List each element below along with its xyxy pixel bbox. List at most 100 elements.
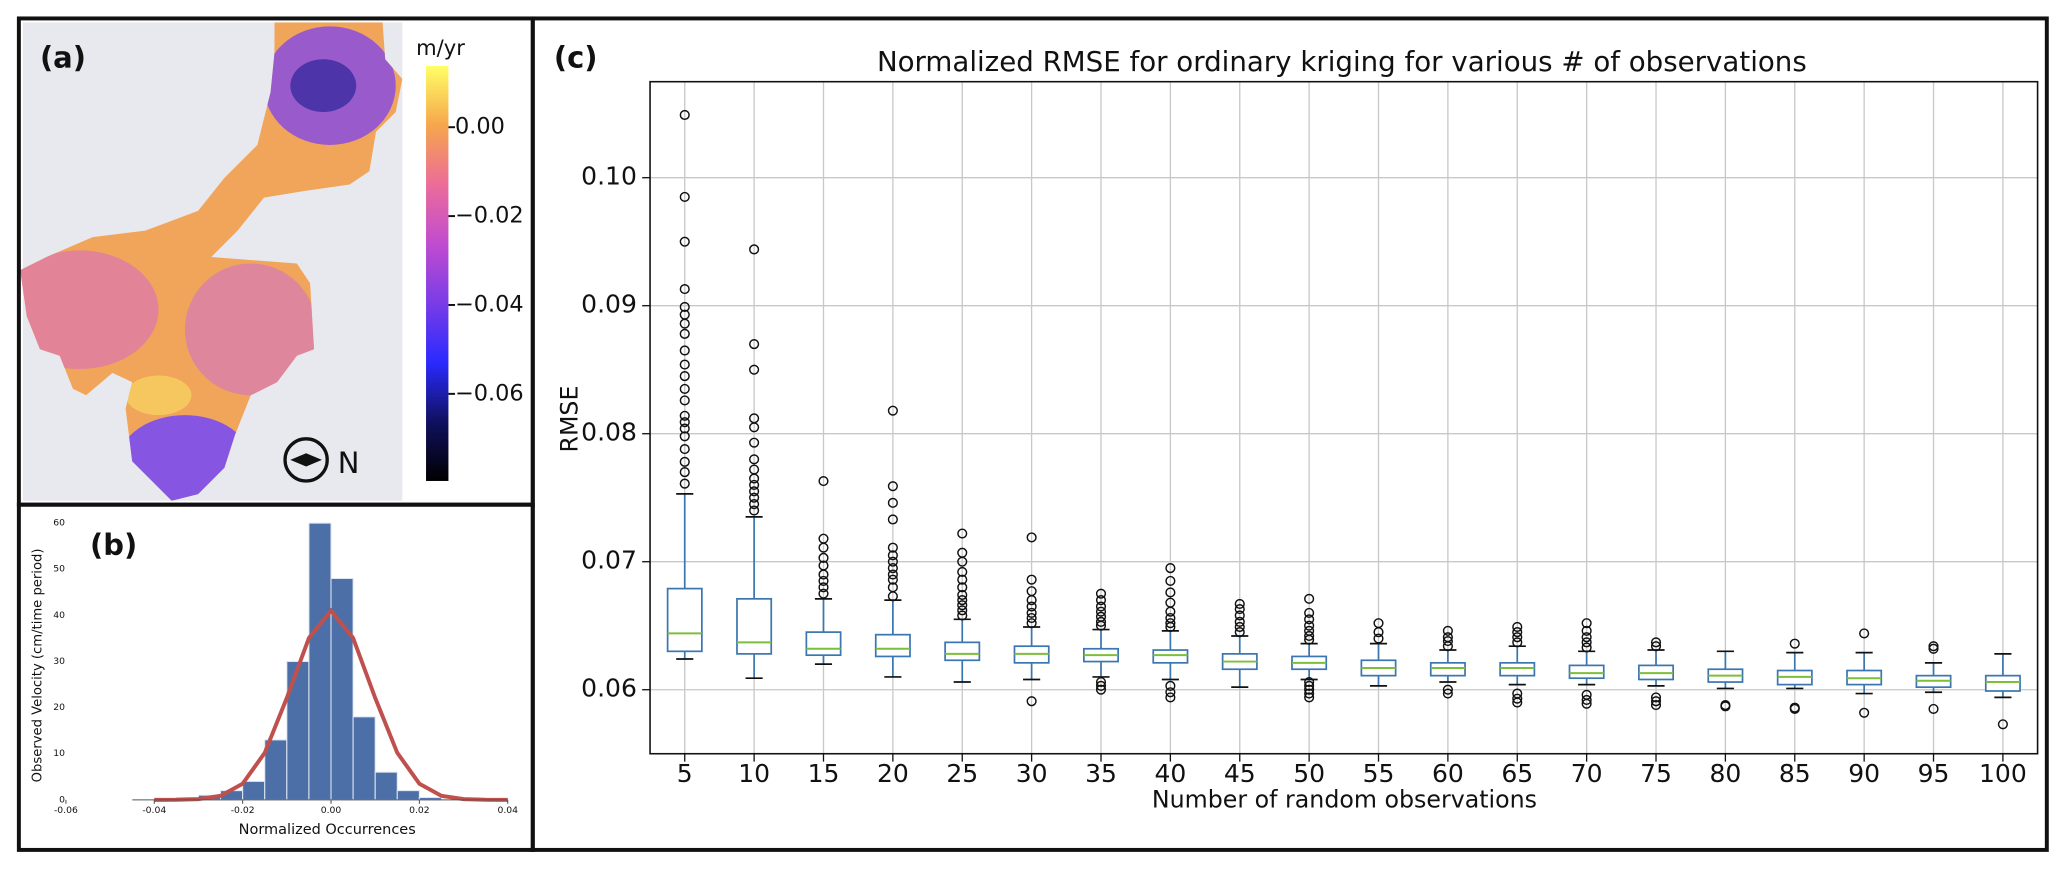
map-patch bbox=[184, 263, 317, 396]
outlier bbox=[1234, 610, 1245, 621]
outlier bbox=[887, 574, 898, 585]
x-tick-label: 0.00 bbox=[321, 805, 342, 816]
panel-label: (c) bbox=[554, 40, 598, 74]
outlier bbox=[749, 479, 760, 490]
outlier bbox=[749, 486, 760, 497]
x-tick-label: 10 bbox=[738, 759, 770, 788]
x-tick-label: 60 bbox=[1432, 759, 1464, 788]
outlier bbox=[749, 454, 760, 465]
outlier bbox=[887, 497, 898, 508]
outlier bbox=[1165, 597, 1176, 608]
x-tick-label: -0.04 bbox=[142, 805, 166, 816]
outlier bbox=[679, 359, 690, 370]
outlier bbox=[1026, 574, 1037, 585]
outlier bbox=[818, 575, 829, 586]
outlier bbox=[1512, 627, 1523, 638]
outlier bbox=[1442, 684, 1453, 695]
x-tick-label: 0.04 bbox=[497, 805, 518, 816]
outlier bbox=[679, 410, 690, 421]
outlier bbox=[1442, 625, 1453, 636]
x-tick-label: 20 bbox=[877, 759, 909, 788]
x-tick-label: 90 bbox=[1848, 759, 1880, 788]
outlier bbox=[1026, 601, 1037, 612]
x-tick-label: 40 bbox=[1154, 759, 1186, 788]
outlier bbox=[1304, 692, 1315, 703]
outlier bbox=[1859, 707, 1870, 718]
outlier bbox=[1095, 684, 1107, 695]
outlier bbox=[1304, 684, 1315, 695]
colorbar-tick-label: −0.04 bbox=[455, 291, 524, 317]
outlier bbox=[1165, 618, 1176, 629]
box bbox=[1568, 664, 1605, 680]
x-tick-label: -0.02 bbox=[231, 805, 255, 816]
outlier bbox=[749, 244, 760, 255]
outlier bbox=[1165, 692, 1176, 703]
box bbox=[1152, 649, 1189, 664]
outlier bbox=[749, 364, 760, 375]
outlier bbox=[1859, 628, 1870, 639]
outlier bbox=[679, 328, 690, 339]
box bbox=[944, 641, 981, 662]
x-tick-label: 65 bbox=[1501, 759, 1533, 788]
outlier bbox=[679, 236, 690, 247]
map-patch bbox=[290, 59, 357, 113]
x-tick-label: 35 bbox=[1085, 759, 1117, 788]
x-tick-label: 45 bbox=[1224, 759, 1256, 788]
outlier bbox=[957, 547, 968, 558]
outlier bbox=[1581, 632, 1592, 643]
outlier bbox=[749, 437, 760, 448]
colorbar-tick-label: −0.02 bbox=[455, 203, 524, 229]
outlier bbox=[1304, 688, 1315, 699]
histogram-bar bbox=[374, 771, 398, 801]
y-tick-label: 50 bbox=[53, 564, 65, 575]
north-label: N bbox=[338, 446, 360, 480]
y-tick-label: 0.07 bbox=[581, 546, 637, 575]
y-axis-label: Observed Velocity (cm/time period) bbox=[30, 549, 45, 783]
outlier bbox=[1581, 642, 1592, 653]
y-tick-label: 10 bbox=[53, 748, 65, 759]
outlier bbox=[1095, 616, 1107, 627]
outlier bbox=[1512, 688, 1523, 699]
outlier bbox=[1581, 694, 1592, 706]
outlier bbox=[1512, 621, 1523, 633]
outlier bbox=[1095, 611, 1107, 622]
outlier bbox=[1928, 641, 1939, 652]
x-axis-label: Normalized Occurrences bbox=[239, 822, 416, 838]
x-axis-label: Number of random observations bbox=[1152, 786, 1537, 814]
outlier bbox=[679, 309, 690, 320]
outlier bbox=[887, 569, 898, 580]
outlier bbox=[1789, 638, 1800, 649]
outlier bbox=[818, 476, 829, 487]
outlier bbox=[1581, 618, 1592, 629]
outlier bbox=[887, 550, 898, 561]
histogram-bar bbox=[308, 522, 332, 801]
outlier bbox=[957, 574, 968, 585]
colorbar bbox=[426, 65, 449, 481]
outlier bbox=[957, 605, 968, 616]
outlier bbox=[1026, 612, 1037, 624]
x-tick-label: 85 bbox=[1779, 759, 1811, 788]
outlier bbox=[1304, 630, 1315, 642]
outlier bbox=[1650, 696, 1662, 707]
outlier bbox=[1026, 618, 1037, 629]
outlier bbox=[749, 464, 760, 475]
outlier bbox=[1165, 563, 1176, 574]
outlier bbox=[818, 588, 829, 599]
y-tick-label: 0.08 bbox=[581, 418, 637, 447]
outlier bbox=[679, 478, 690, 489]
outlier bbox=[1095, 606, 1107, 617]
y-tick-label: 30 bbox=[53, 656, 65, 667]
outlier bbox=[1789, 702, 1800, 713]
box bbox=[666, 587, 703, 653]
x-tick-label: -0.06 bbox=[54, 805, 78, 816]
outlier bbox=[1026, 696, 1037, 707]
outlier bbox=[818, 533, 829, 544]
map-patch bbox=[125, 375, 192, 416]
colorbar-tick-label: −0.06 bbox=[455, 380, 524, 406]
histogram-bar bbox=[286, 660, 310, 801]
histogram-bar bbox=[242, 780, 266, 801]
colorbar-tick-label: 0.00 bbox=[455, 114, 505, 140]
outlier bbox=[1928, 703, 1939, 714]
x-tick-label: 0.02 bbox=[409, 805, 430, 816]
